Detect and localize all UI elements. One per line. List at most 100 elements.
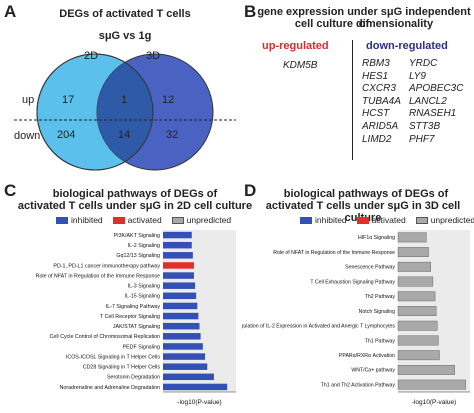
chart-d-legend: inhibited activated unpredicted xyxy=(300,215,474,225)
bar xyxy=(163,343,203,350)
legend-item-inhibited: inhibited xyxy=(56,215,103,225)
bar xyxy=(163,322,200,330)
category-label: IL-7 Signaling Pathway xyxy=(106,304,161,310)
venn-count: 1 xyxy=(121,94,128,106)
bar xyxy=(163,373,214,381)
bar xyxy=(397,379,466,390)
category-label: PI3K/AKT Signaling xyxy=(114,233,160,239)
category-label: WNT/Ca+ pathway xyxy=(351,368,395,374)
bar xyxy=(163,272,194,279)
category-label: PD-1, PD-L1 cancer immunotherapy pathway xyxy=(53,263,160,269)
bar xyxy=(397,232,427,243)
gene-list-divider xyxy=(352,40,353,160)
bar xyxy=(397,306,437,316)
gene-name: YRDC xyxy=(409,58,438,69)
bar xyxy=(163,252,193,259)
gene-name: RNASEH1 xyxy=(409,108,457,120)
category-label: Regulation of IL-2 Expression in Activat… xyxy=(242,324,395,330)
category-label: IL-3 Signaling xyxy=(128,284,160,290)
venn-count: 32 xyxy=(166,129,179,141)
bar xyxy=(163,353,206,360)
panel-c-letter: C xyxy=(4,181,17,200)
category-label: Th1 Pathway xyxy=(365,338,396,344)
category-label: Th2 Pathway xyxy=(365,294,396,300)
category-label: IL-2 Signaling xyxy=(128,243,160,249)
venn-count: 12 xyxy=(162,94,175,106)
bar xyxy=(163,231,192,239)
bar xyxy=(397,364,455,375)
bar xyxy=(163,302,198,310)
bar xyxy=(397,261,431,272)
panel-d-letter: D xyxy=(244,181,257,200)
venn-count: 14 xyxy=(118,129,131,141)
bar xyxy=(163,363,208,370)
panel-b-title-line2: cell culture dimensionality xyxy=(294,18,434,30)
panel-a-subtitle: sμG vs 1g xyxy=(98,30,152,42)
bar xyxy=(397,276,434,287)
chart-c: PI3K/AKT Signaling IL-2 Signaling Gq12/13 … xyxy=(36,230,236,406)
bar xyxy=(397,320,438,331)
category-label: T Cell Receptor Signaling xyxy=(100,314,160,320)
bar xyxy=(163,333,201,340)
legend-item-activated: activated xyxy=(356,215,406,225)
legend-item-inhibited: inhibited xyxy=(300,215,347,225)
bar xyxy=(163,312,199,320)
bar xyxy=(397,350,440,361)
category-label: IL-15 Signaling xyxy=(125,294,160,300)
category-label: Senescence Pathway xyxy=(345,265,395,271)
down-gene-list-1: RBM3 HES1 CXCR3 TUBA4A HCST ARID5A LIMD2 xyxy=(362,58,401,146)
bar xyxy=(163,292,197,300)
category-label: Role of NFAT in Regulation of the Immune… xyxy=(273,250,395,256)
category-label: Noradrenaline and Adrenaline Degradation xyxy=(60,385,160,391)
gene-name: CXCR3 xyxy=(362,83,396,95)
panel-b-letter: B xyxy=(244,2,257,21)
venn-row-down: down xyxy=(14,130,41,142)
gene-name: HCST xyxy=(362,108,390,120)
gene-name: LIMD2 xyxy=(362,133,392,145)
legend-item-unpredicted: unpredicted xyxy=(415,215,474,225)
gene-name: PHF7 xyxy=(409,133,435,145)
category-label: T Cell Exhaustion Signaling Pathway xyxy=(310,279,395,285)
category-label: PEDF Signaling xyxy=(123,344,160,350)
bar xyxy=(163,282,196,289)
panel-b-title-line1: gene expression under sμG independent of xyxy=(257,6,471,30)
gene-name: KDM5B xyxy=(283,60,318,71)
down-gene-list-2: YRDC LY9 APOBEC3C LANCL2 RNASEH1 STT3B PHF7 xyxy=(409,58,463,146)
legend-item-activated: activated xyxy=(112,215,162,225)
chart-d: HIF1α Signaling Role of NFAT in Regulatio… xyxy=(242,230,470,406)
gene-name: HES1 xyxy=(362,70,389,82)
venn-count: 17 xyxy=(62,94,75,106)
gene-name: TUBA4A xyxy=(362,95,401,107)
gene-name: APOBEC3C xyxy=(409,83,464,95)
down-regulated-header: down-regulated xyxy=(366,40,448,52)
gene-name: RBM3 xyxy=(362,58,390,69)
category-label: Role of NFAT in Regulation of the Immune… xyxy=(36,273,160,279)
venn-overlap xyxy=(97,54,153,170)
category-label: ICOS-ICOSL Signaling in T Helper Cells xyxy=(66,354,160,360)
category-label: Gq12/13 Signaling xyxy=(116,253,160,259)
panel-d-title-line1: biological pathways of DEGs of xyxy=(283,188,449,200)
venn-label-3d: 3D xyxy=(146,50,161,62)
category-label: JAK/STAT Signaling xyxy=(113,324,160,330)
x-axis-label: -log10(P-value) xyxy=(177,399,221,406)
x-axis-label: -log10(P-value) xyxy=(412,399,456,406)
category-label: PPARα/RXRα Activation xyxy=(339,353,395,359)
legend-item-unpredicted: unpredicted xyxy=(171,215,231,225)
bar xyxy=(163,383,228,391)
up-regulated-header: up-regulated xyxy=(262,40,329,52)
panel-c-title-line2: activated T cells under sμG in 2D cell c… xyxy=(17,200,253,212)
bar xyxy=(397,291,436,302)
gene-name: LANCL2 xyxy=(409,95,447,107)
gene-name: STT3B xyxy=(409,120,441,132)
panel-c-title-line1: biological pathways of DEGs of xyxy=(52,188,218,200)
category-label: CD28 Signaling in T Helper Cells xyxy=(83,365,161,371)
chart-c-legend: inhibited activated unpredicted xyxy=(56,215,231,225)
bar xyxy=(163,262,194,269)
venn-count: 204 xyxy=(57,129,76,141)
gene-name: LY9 xyxy=(409,70,426,82)
category-label: Th1 and Th2 Activation Pathway xyxy=(321,382,396,388)
bar xyxy=(163,241,192,249)
bar xyxy=(397,335,439,346)
bar xyxy=(397,247,429,258)
panel-a-letter: A xyxy=(4,2,17,21)
